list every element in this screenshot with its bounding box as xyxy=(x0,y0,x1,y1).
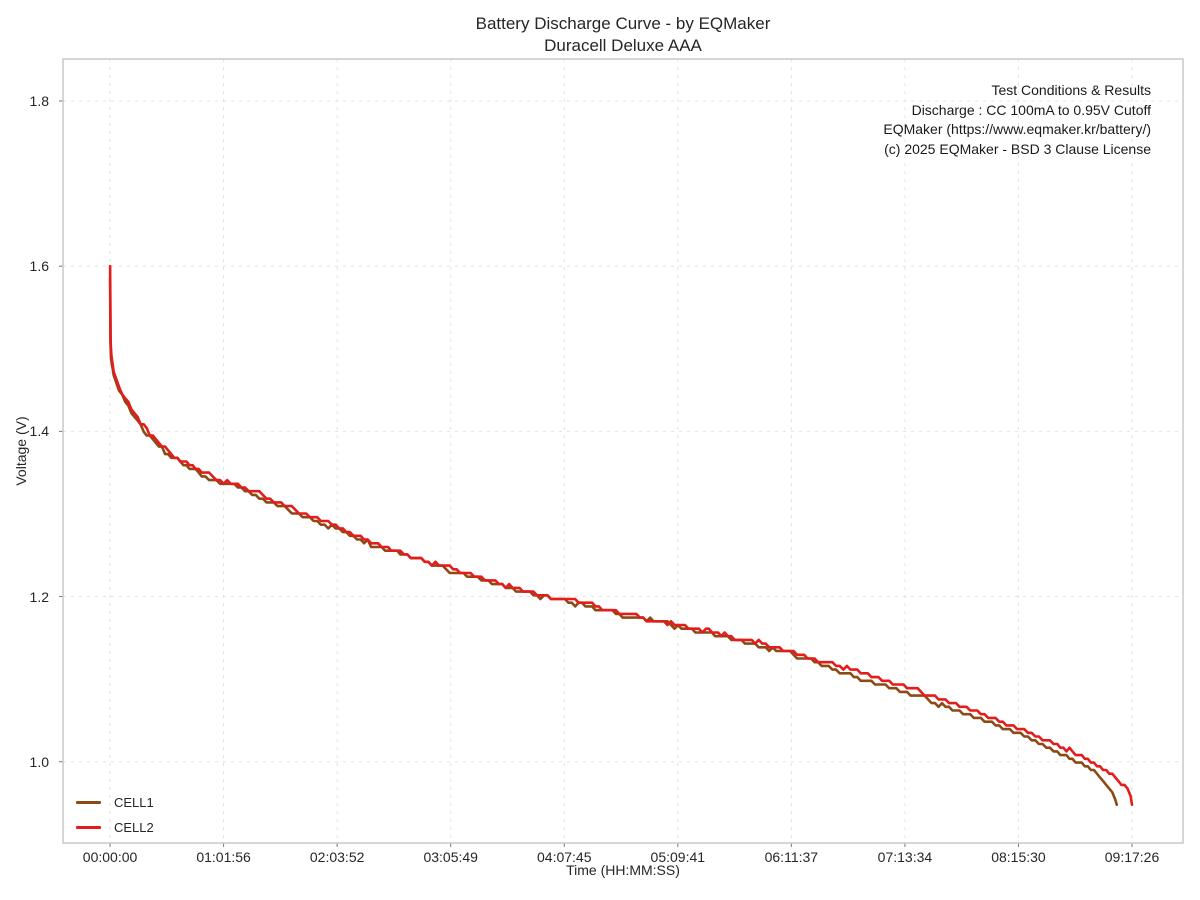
legend-label-cell1: CELL1 xyxy=(114,795,154,810)
legend-item-cell2: CELL2 xyxy=(76,815,154,840)
y-tick-label: 1.6 xyxy=(29,258,49,275)
cell1-series-line xyxy=(108,277,1119,806)
chart-title-block: Battery Discharge Curve - by EQMaker Dur… xyxy=(63,13,1183,57)
y-tick-label: 1.0 xyxy=(29,753,49,770)
test-conditions-annotation: Test Conditions & Results Discharge : CC… xyxy=(883,81,1151,159)
legend: CELL1 CELL2 xyxy=(76,790,154,840)
x-axis-label: Time (HH:MM:SS) xyxy=(566,862,680,878)
x-tick-label: 00:00:00 xyxy=(82,849,138,865)
legend-item-cell1: CELL1 xyxy=(76,790,154,815)
x-tick-label: 05:09:41 xyxy=(650,849,706,865)
chart-subtitle: Duracell Deluxe AAA xyxy=(544,36,702,55)
annotation-line-discharge: Discharge : CC 100mA to 0.95V Cutoff xyxy=(911,101,1151,118)
x-tick-label: 03:05:49 xyxy=(423,849,478,865)
x-tick-label: 04:07:45 xyxy=(537,849,592,865)
x-tick-label: 06:11:37 xyxy=(764,849,819,865)
x-tick-label: 02:03:52 xyxy=(309,849,365,865)
legend-label-cell2: CELL2 xyxy=(114,820,154,835)
chart-title: Battery Discharge Curve - by EQMaker xyxy=(475,14,771,33)
cell1-line-swatch xyxy=(76,801,101,804)
x-tick-label: 07:13:34 xyxy=(877,849,933,865)
plot-area-spines xyxy=(62,58,1184,844)
annotation-line-heading: Test Conditions & Results xyxy=(991,82,1151,98)
cell2-line-swatch xyxy=(76,826,101,829)
y-tick-label: 1.8 xyxy=(29,92,49,109)
x-tick-label: 01:01:56 xyxy=(196,849,251,865)
y-tick-label: 1.4 xyxy=(29,423,49,440)
annotation-line-url: EQMaker (https://www.eqmaker.kr/battery/… xyxy=(883,121,1151,137)
x-tick-label: 08:15:30 xyxy=(991,849,1046,865)
annotation-line-license: (c) 2025 EQMaker - BSD 3 Clause License xyxy=(884,140,1151,157)
cell2-series-line xyxy=(108,264,1134,806)
x-tick-label: 09:17:26 xyxy=(1104,849,1160,865)
y-tick-label: 1.2 xyxy=(29,588,49,605)
